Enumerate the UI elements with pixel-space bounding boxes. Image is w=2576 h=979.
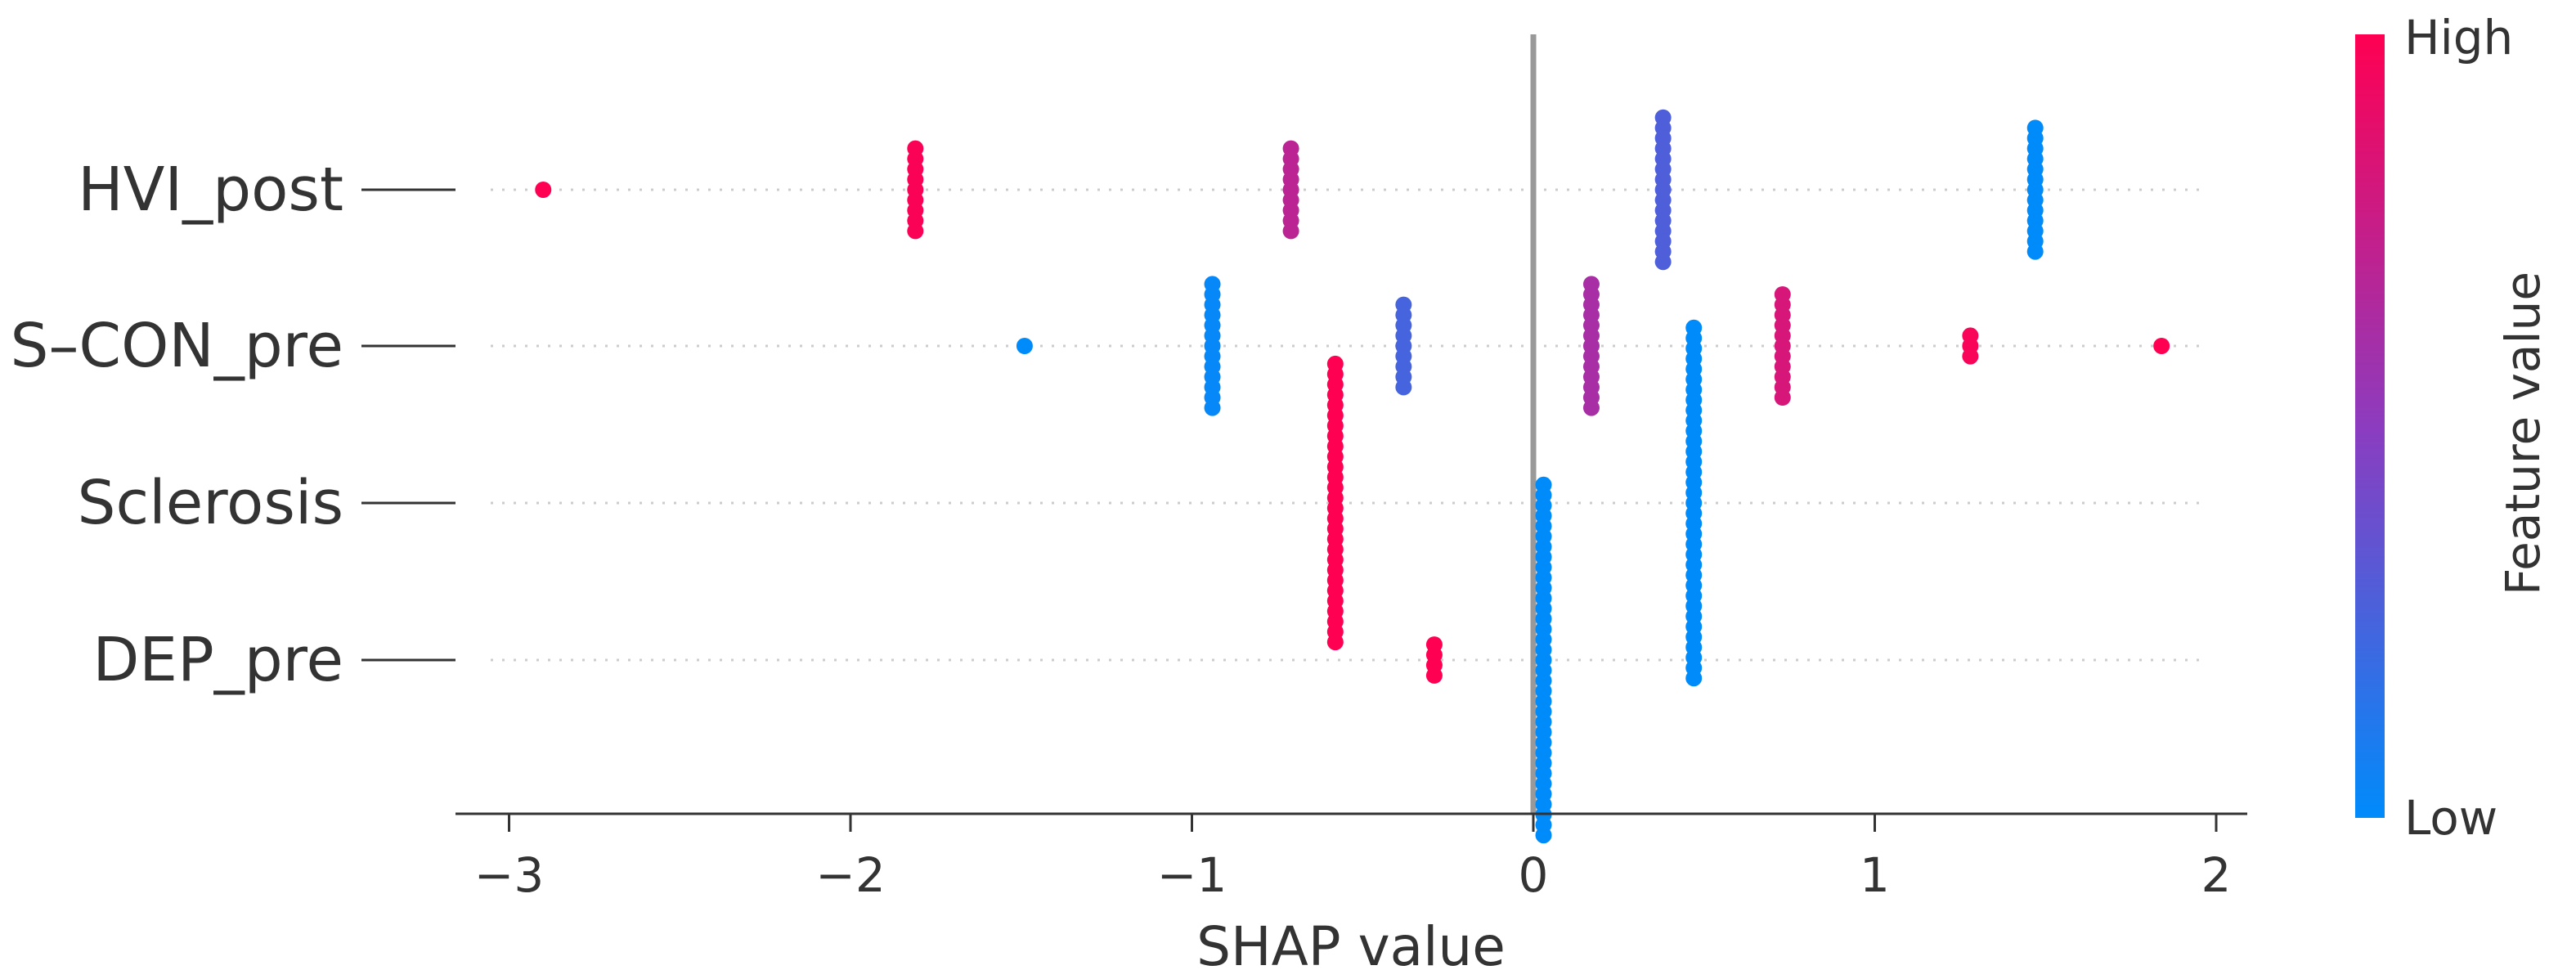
shap-point [1962,348,1979,365]
x-tick-label: −3 [474,847,545,903]
shap-point [1326,634,1344,651]
x-tick-label: −1 [1157,847,1227,903]
shap-point [1535,827,1552,844]
shap-point [535,182,552,198]
colorbar: High Low Feature value [2355,10,2551,846]
x-ticks: −3 −2 −1 0 1 2 [474,814,2232,903]
shap-point [1654,254,1672,271]
feature-label: Sclerosis [78,468,343,538]
feature-label: DEP_pre [92,625,343,695]
shap-point [1774,389,1791,406]
x-tick-label: 0 [1519,847,1549,903]
shap-point [2153,338,2170,354]
shap-point [1685,670,1703,687]
shap-point [1204,399,1221,416]
shap-point [1016,338,1033,354]
x-axis: −3 −2 −1 0 1 2 SHAP value [456,812,2247,978]
shap-point [1282,222,1299,240]
colorbar-gradient [2355,34,2385,818]
x-tick-label: 1 [1860,847,1890,903]
x-tick-label: −2 [815,847,886,903]
row-gridlines [491,188,2208,662]
x-axis-title: SHAP value [1196,915,1506,978]
x-tick-label: 2 [2201,847,2232,903]
shap-points [535,109,2170,844]
shap-point [2026,243,2044,260]
colorbar-title: Feature value [2495,272,2551,595]
feature-labels: HVI_post S–CON_pre Sclerosis DEP_pre [10,155,456,695]
shap-point [1395,379,1412,396]
shap-point [1425,667,1443,684]
feature-label: S–CON_pre [10,311,343,381]
colorbar-low-label: Low [2404,790,2497,846]
feature-label: HVI_post [78,155,343,225]
shap-point [907,222,924,240]
shap-point [1582,399,1600,416]
colorbar-high-label: High [2404,10,2513,65]
